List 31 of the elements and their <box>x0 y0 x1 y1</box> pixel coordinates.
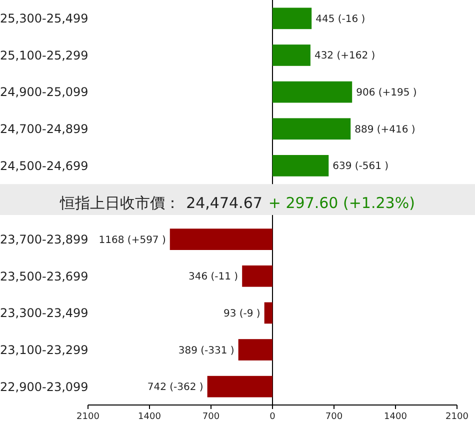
x-tick-label: 1400 <box>384 412 408 422</box>
annotation: 24,474.67 <box>186 194 262 212</box>
data-label: 389 (-331 ) <box>178 345 234 356</box>
data-label: 889 (+416 ) <box>354 124 416 136</box>
y-tick-label: 22,900-23,099 <box>0 380 88 394</box>
data-label: 742 (-362 ) <box>147 382 204 394</box>
y-tick-label: 24,900-25,099 <box>0 85 88 100</box>
y-tick-label: 23,700-23,899 <box>0 232 88 247</box>
annotation: 恒指上日收市價： <box>59 194 180 212</box>
y-tick-label: 25,300-25,499 <box>0 12 88 26</box>
x-tick-label: 700 <box>325 412 343 422</box>
data-label: 432 (+162 ) <box>314 50 376 62</box>
y-tick-label: 23,300-23,499 <box>0 306 88 320</box>
data-label: 93 (-9 ) <box>223 308 260 320</box>
x-tick-label: 700 <box>202 412 220 422</box>
y-tick-label: 24,500-24,699 <box>0 158 88 173</box>
x-tick-label: 0 <box>270 412 276 422</box>
annotation: + 297.60 (+1.23%) <box>268 194 415 212</box>
data-label: 346 (-11 ) <box>188 272 238 283</box>
y-tick-label: 23,100-23,299 <box>0 342 88 357</box>
x-tick-label: 2100 <box>446 412 469 422</box>
y-tick-label: 25,100-25,299 <box>0 48 88 62</box>
data-label: 445 (-16 ) <box>316 14 366 25</box>
y-tick-label: 24,700-24,899 <box>0 122 88 136</box>
data-label: 906 (+195 ) <box>356 88 417 99</box>
data-label: 1168 (+597 ) <box>98 234 166 246</box>
x-tick-label: 1400 <box>138 412 162 422</box>
x-tick-label: 2100 <box>76 412 100 422</box>
data-label: 639 (-561 ) <box>332 161 389 172</box>
y-tick-label: 23,500-23,699 <box>0 269 88 284</box>
caption-panel: 恒指上日收市價： 24,474.67 + 297.60 (+1.23%) <box>0 184 475 216</box>
